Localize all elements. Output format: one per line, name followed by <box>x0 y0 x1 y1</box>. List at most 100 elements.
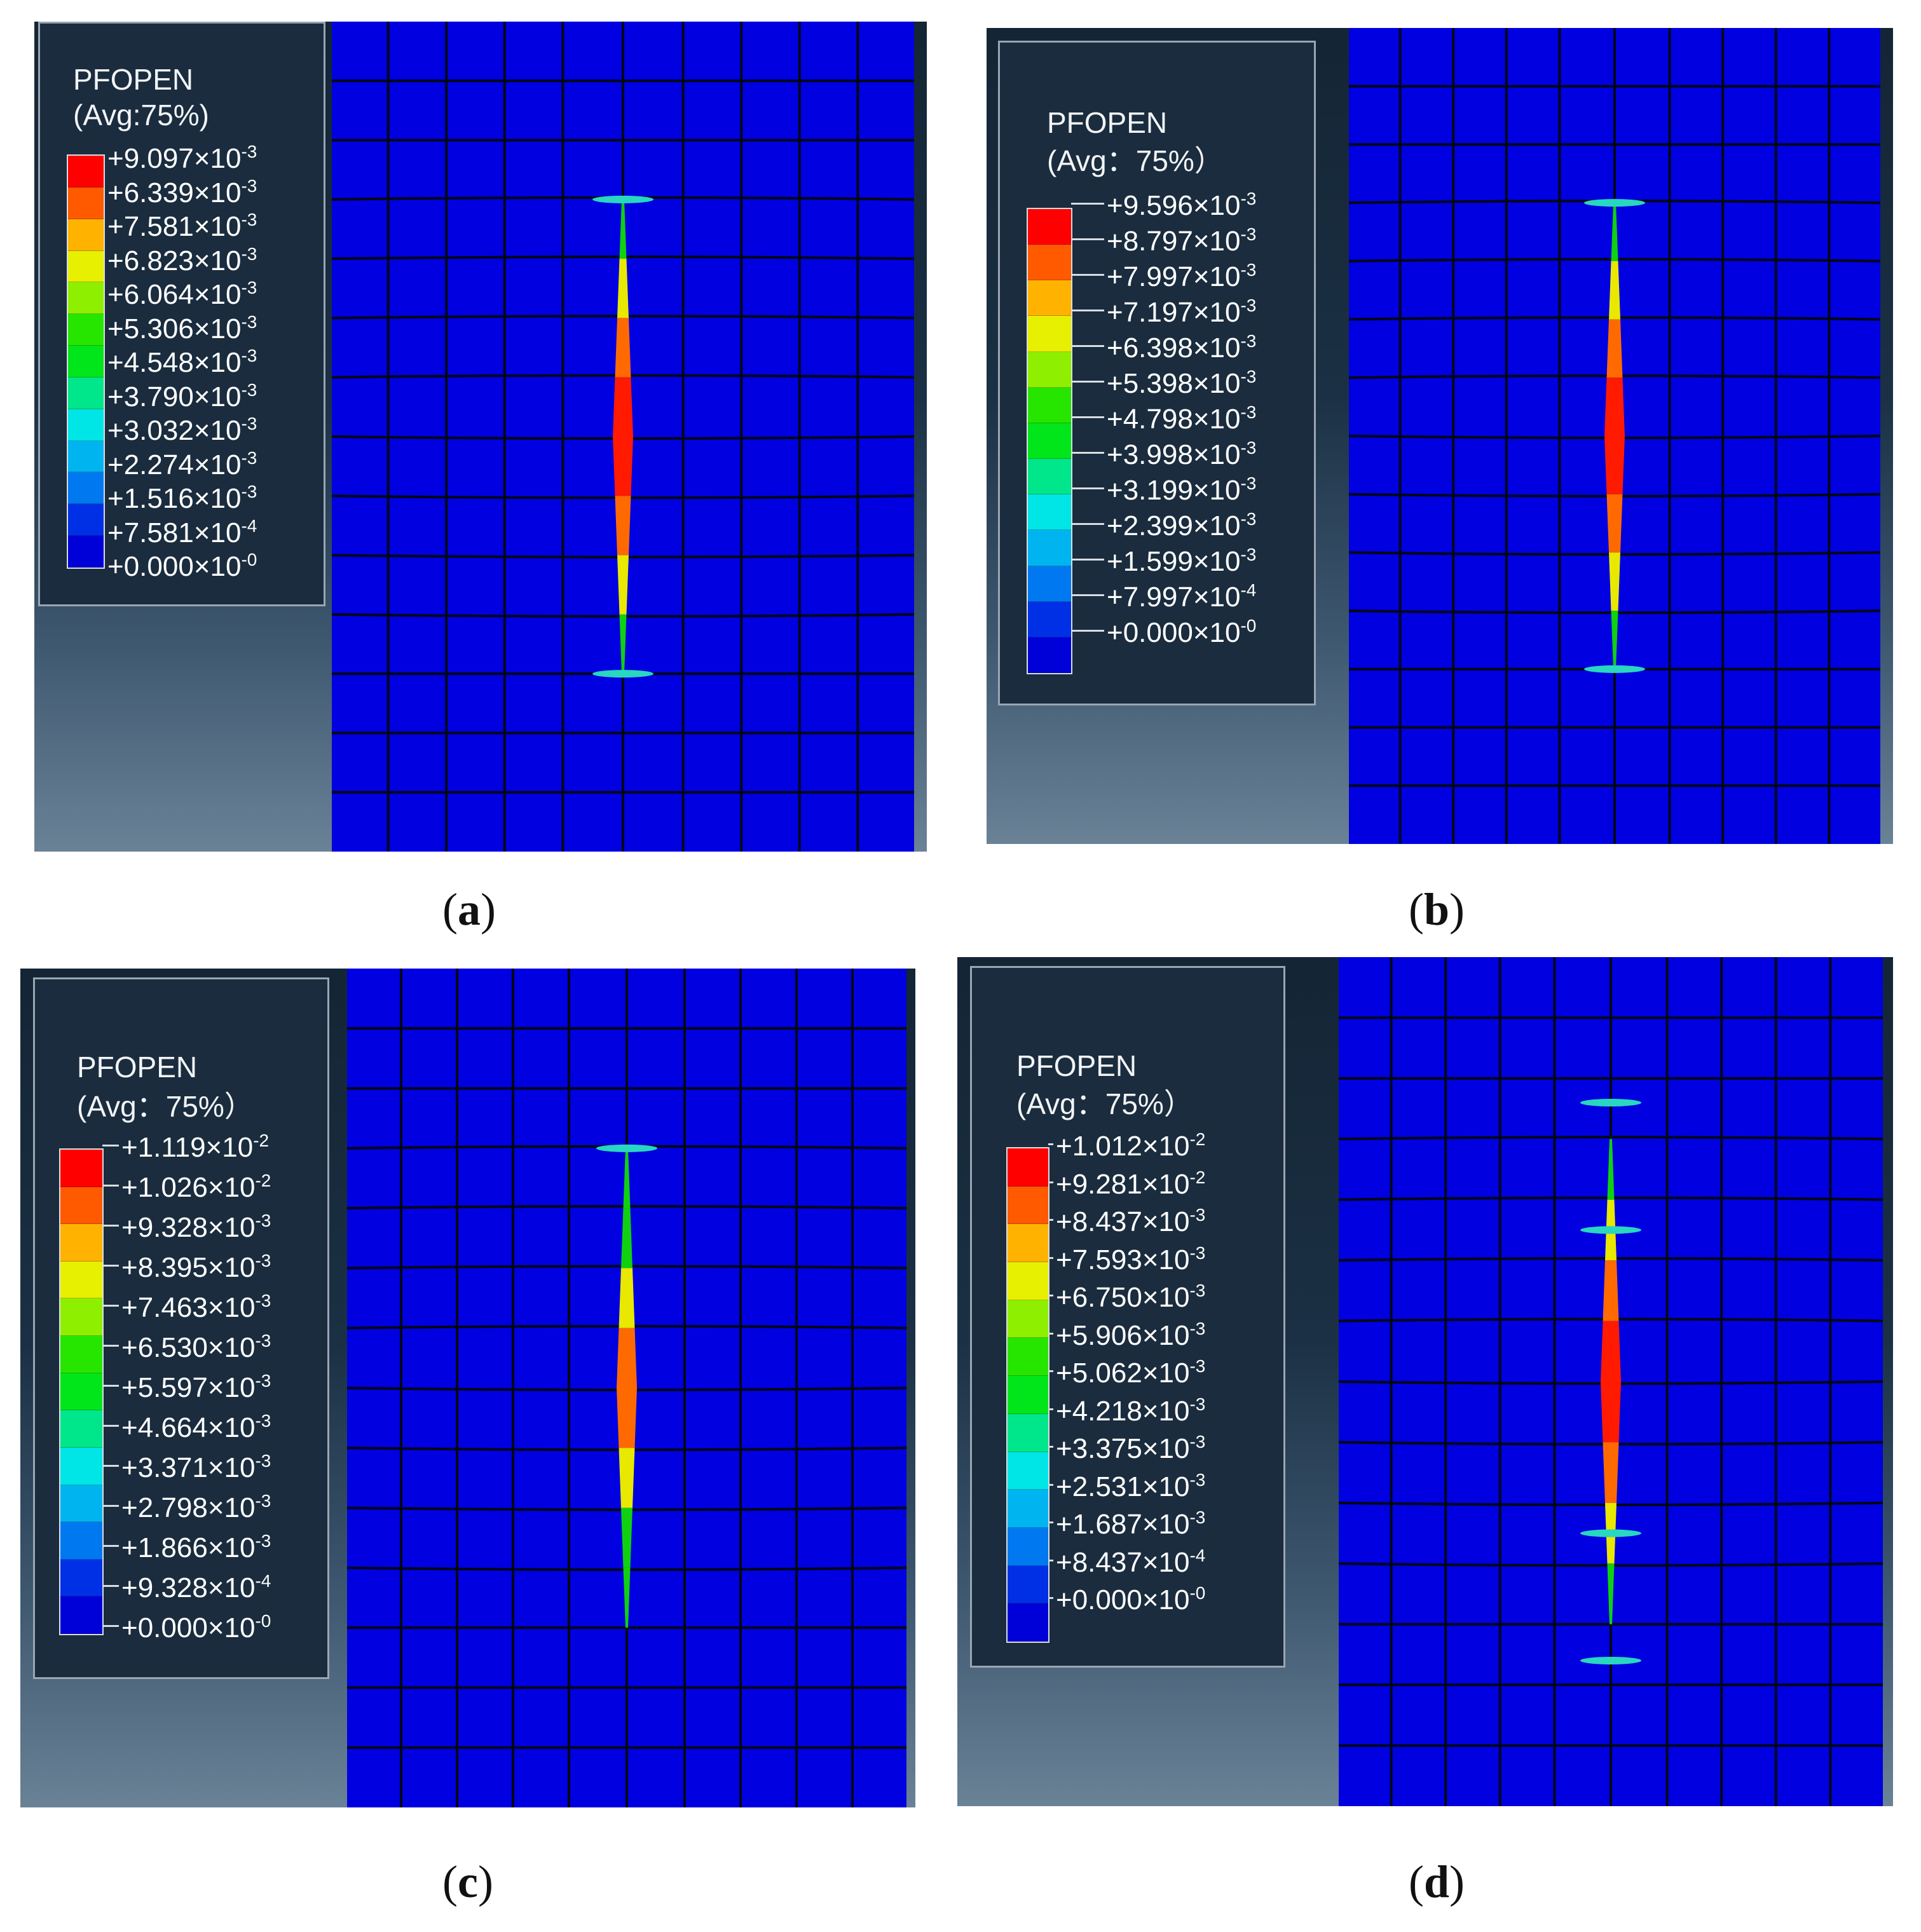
legend-swatch <box>1028 459 1071 495</box>
legend-tick <box>104 564 105 566</box>
legend-swatch <box>60 1150 102 1187</box>
crack-segment <box>615 496 631 555</box>
legend-mantissa: +1.026 <box>121 1172 208 1203</box>
legend-mantissa: +3.371 <box>121 1452 208 1483</box>
legend-times-ten: ×10 <box>193 415 242 446</box>
crack-tip <box>592 670 653 678</box>
legend-exponent: -3 <box>255 1291 271 1310</box>
legend-tick <box>104 360 105 362</box>
legend-label: +1.026×10-2 <box>121 1172 271 1204</box>
legend-swatch <box>60 1447 102 1485</box>
caption-d: (d) <box>1409 1856 1465 1907</box>
legend-exponent: -3 <box>241 142 257 161</box>
legend-exponent: -0 <box>255 1611 271 1631</box>
legend-times-ten: ×10 <box>193 177 242 208</box>
legend-label: +2.399×10-3 <box>1107 510 1256 542</box>
legend-swatch <box>1028 423 1071 459</box>
legend-tick <box>1071 238 1104 240</box>
legend-mantissa: +1.516 <box>107 483 194 514</box>
legend-label: +2.798×10-3 <box>121 1492 271 1524</box>
crack-segment <box>1603 1260 1619 1321</box>
legend-swatch <box>68 282 104 315</box>
legend-label: +9.328×10-4 <box>121 1572 271 1604</box>
legend-label: +6.339×10-3 <box>107 177 257 209</box>
legend-exponent: -3 <box>1189 1394 1206 1414</box>
legend-times-ten: ×10 <box>193 483 242 514</box>
crack-segment <box>617 1328 637 1388</box>
legend-times-ten: ×10 <box>193 551 242 582</box>
legend-times-ten: ×10 <box>1193 617 1241 648</box>
legend-exponent: -3 <box>1189 1356 1206 1376</box>
legend-swatch <box>68 314 104 346</box>
mesh-svg <box>1339 957 1883 1806</box>
legend-tick <box>1048 1143 1053 1145</box>
legend-subtitle: (Avg:75%) <box>73 99 209 132</box>
legend-tick <box>1048 1181 1053 1183</box>
legend-mantissa: +7.997 <box>1107 261 1193 292</box>
legend-swatch <box>1028 351 1071 388</box>
legend-exponent: -4 <box>241 515 257 536</box>
legend-mantissa: +4.664 <box>121 1412 208 1443</box>
legend-swatch <box>68 504 104 536</box>
crack-segment <box>617 259 629 318</box>
legend-swatch <box>60 1187 102 1225</box>
legend-times-ten: ×10 <box>207 1412 256 1443</box>
legend-subtitle: (Avg：75%） <box>1016 1087 1193 1120</box>
legend-mantissa: +5.062 <box>1056 1357 1142 1389</box>
legend-exponent: -4 <box>1189 1545 1206 1565</box>
legend-tick <box>104 529 105 532</box>
legend-mantissa: +5.597 <box>121 1372 208 1403</box>
legend-label: +1.599×10-3 <box>1107 546 1256 578</box>
legend-tick <box>1048 1370 1053 1372</box>
legend-swatch <box>1028 280 1071 316</box>
crack-segment <box>617 1388 637 1448</box>
legend-tick <box>104 393 105 396</box>
mesh-d <box>1339 957 1883 1806</box>
legend-tick <box>1071 452 1104 454</box>
legend-label: +5.597×10-3 <box>121 1372 271 1404</box>
legend-swatch <box>1028 316 1071 352</box>
legend-exponent: -3 <box>255 1411 271 1431</box>
contour-plot-a: PFOPEN (Avg:75%) +9.097×10-3 +6.339×10-3 +… <box>34 22 927 852</box>
legend-exponent: -3 <box>255 1451 271 1471</box>
legend-exponent: -3 <box>1189 1318 1206 1338</box>
legend-tick <box>1071 310 1104 311</box>
legend-times-ten: ×10 <box>193 313 242 344</box>
legend-swatch <box>68 250 104 283</box>
legend-times-ten: ×10 <box>1193 297 1241 328</box>
legend-d: PFOPEN (Avg：75%） +1.012×10-2 +9.281×10-2 +… <box>970 966 1285 1668</box>
crack-segment <box>623 1567 631 1628</box>
legend-mantissa: +0.000 <box>121 1612 208 1643</box>
legend-swatch <box>1028 637 1071 673</box>
legend-swatch <box>68 219 104 251</box>
mesh-b <box>1349 28 1880 844</box>
legend-label: +8.437×10-4 <box>1056 1545 1206 1579</box>
legend-tick <box>1048 1446 1053 1448</box>
legend-exponent: -3 <box>241 278 257 297</box>
crack-segment <box>619 1448 635 1508</box>
legend-title: PFOPEN <box>1047 106 1168 139</box>
legend-swatch <box>1008 1186 1048 1225</box>
legend-times-ten: ×10 <box>1142 1357 1190 1389</box>
legend-swatch <box>1008 1452 1048 1490</box>
legend-swatch <box>60 1298 102 1337</box>
legend-tick <box>104 257 105 260</box>
legend-mantissa: +2.274 <box>107 449 194 480</box>
crack-segment <box>1611 203 1618 261</box>
legend-exponent: -3 <box>1189 1205 1206 1225</box>
legend-times-ten: ×10 <box>193 211 242 242</box>
legend-swatch <box>68 536 104 568</box>
legend-times-ten: ×10 <box>1142 1471 1190 1502</box>
crack-segment <box>617 555 629 615</box>
mesh-c <box>347 969 906 1807</box>
legend-label: +7.581×10-4 <box>107 517 257 549</box>
legend-mantissa: +0.000 <box>1056 1584 1142 1616</box>
legend-label: +8.437×10-3 <box>1056 1206 1205 1238</box>
legend-label: +7.997×10-3 <box>1107 261 1256 293</box>
crack-tip <box>1580 1529 1641 1537</box>
legend-tick <box>102 1345 119 1347</box>
crack-segment <box>1609 552 1620 611</box>
legend-exponent: -0 <box>1240 616 1257 636</box>
legend-times-ten: ×10 <box>193 517 242 548</box>
crack-tip <box>1580 1099 1641 1107</box>
